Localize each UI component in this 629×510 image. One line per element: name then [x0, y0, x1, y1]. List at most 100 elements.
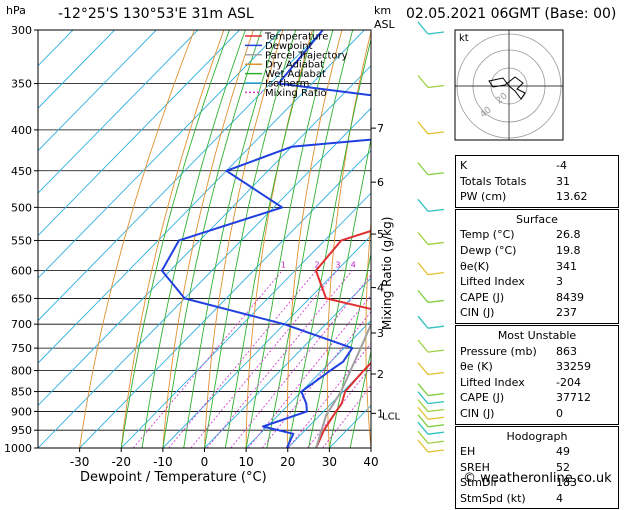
row-value: 863 [556, 344, 577, 358]
table-row: θe(K) 341 [460, 259, 614, 275]
row-label: CIN (J) [460, 306, 495, 320]
wind-barb-flag [427, 349, 445, 353]
wind-barb-flag [427, 208, 445, 212]
isotherm-line [38, 30, 199, 194]
temperature-tick-label: 30 [322, 455, 337, 469]
series-parcel-trajectory [315, 321, 371, 448]
wet-adiabat-line [204, 30, 297, 448]
wet-adiabat-line [183, 30, 279, 448]
temperature-tick-label: 20 [280, 455, 295, 469]
skewt-chart: 1 2 3 4 6 8 10 15 20 25 3003504004505005506006507… [4, 21, 564, 469]
pressure-tick-label: 550 [11, 234, 32, 247]
row-label: Dewp (°C) [460, 243, 517, 257]
isotherm-line [120, 192, 371, 448]
wind-barb [417, 75, 429, 88]
row-value: 0 [556, 406, 563, 420]
stats-panel: K -4 Totals Totals 31 PW (cm) 13.62 Surface Te… [455, 155, 619, 510]
wind-barb [417, 421, 429, 435]
pressure-tick-label: 350 [11, 78, 32, 91]
wind-barb-flag [427, 325, 445, 329]
axes: 3003504004505005506006507007508008509009… [4, 24, 401, 469]
table-row: Pressure (mb) 863 [460, 344, 614, 360]
table-row: Lifted Index -204 [460, 375, 614, 391]
isotherm-line [162, 234, 371, 448]
km-tick-label: 3 [377, 327, 384, 340]
wind-barb-flag [427, 172, 445, 176]
wind-barb [417, 414, 429, 428]
pressure-tick-label: 700 [11, 318, 32, 331]
legend-label: Isotherm [265, 79, 309, 90]
temperature-tick-label: 10 [238, 455, 253, 469]
table-row: CIN (J) 0 [460, 406, 614, 422]
pressure-tick-label: 300 [11, 24, 32, 37]
unit-asl: ASL [374, 18, 395, 31]
wind-barb [417, 121, 429, 135]
row-label: θe(K) [460, 259, 490, 273]
wind-barb-flag [427, 392, 445, 397]
table-row: CAPE (J) 8439 [460, 290, 614, 306]
pressure-tick-label: 850 [11, 386, 32, 399]
legend-label: Temperature [264, 32, 328, 43]
mixing-ratio-line [307, 365, 371, 448]
row-label: Pressure (mb) [460, 344, 537, 358]
dry-adiabat-line [79, 30, 195, 448]
isotherm-line [38, 30, 240, 237]
wind-barb [417, 21, 429, 35]
mixing-ratio-line [132, 270, 283, 448]
wet-adiabat-line [349, 349, 371, 448]
temperature-tick-label: -20 [111, 455, 131, 469]
mixing-ratio-axis-label: Mixing Ratio (g/kg) [380, 216, 394, 330]
isotherm-line [245, 319, 371, 448]
row-value: 19.8 [556, 243, 581, 257]
row-label: StmDir [460, 476, 499, 490]
dry-adiabat-line [403, 30, 430, 448]
km-tick-label: 4 [377, 282, 384, 295]
legend-label: Mixing Ratio [265, 88, 327, 99]
km-tick-label: 6 [377, 176, 384, 189]
row-value: 341 [556, 259, 577, 273]
legend-label: Wet Adiabat [265, 69, 326, 80]
unit-km: km [374, 4, 392, 17]
row-label: CAPE (J) [460, 290, 505, 304]
row-value: -204 [556, 375, 581, 389]
wind-barb-flag [427, 84, 445, 89]
table-title: Surface [516, 212, 558, 226]
wind-barb-flag [427, 408, 445, 413]
row-label: EH [460, 445, 476, 459]
wind-barb [417, 232, 429, 245]
temperature-tick-label: 0 [201, 455, 209, 469]
surface-box: Surface Temp (°C) 26.8 Dewp (°C) 19.8 θe(K) 34… [455, 208, 619, 324]
row-value: 183° [556, 476, 583, 490]
series-lines [160, 30, 371, 448]
isotherm-line [38, 30, 324, 322]
hodograph-trace [488, 76, 526, 100]
mixing-ratio-label: 4 [351, 261, 356, 270]
wet-adiabat-line [120, 30, 230, 448]
mixing-ratio-line [206, 270, 353, 448]
mixing-ratio-line [287, 342, 371, 448]
credit-text: © weatheronline.co.uk [463, 471, 612, 486]
mixing-ratio-label: 2 [315, 261, 320, 270]
indices-box: K -4 Totals Totals 31 PW (cm) 13.62 [455, 155, 619, 208]
wind-barb [417, 362, 429, 375]
pressure-tick-label: 600 [11, 265, 32, 278]
table-row: SREH 52 [460, 460, 614, 476]
wind-barb-flag [427, 131, 445, 135]
isotherm-line [38, 107, 371, 448]
table-row: Lifted Index 3 [460, 274, 614, 290]
wind-barb [417, 439, 429, 453]
temperature-tick-label: 40 [363, 455, 378, 469]
wind-barb-flag [427, 449, 445, 453]
wind-barb [417, 162, 429, 176]
wind-barb [417, 262, 429, 276]
row-value: 26.8 [556, 228, 581, 242]
wind-barb [417, 383, 429, 396]
mixing-ratio-label: 10 [400, 261, 410, 270]
wet-adiabat-line [141, 30, 246, 448]
wind-barb [417, 290, 429, 303]
wind-barb-flag [427, 431, 445, 435]
mixing-ratio-label: 6 [373, 261, 378, 270]
mixing-ratio-label: 20 [443, 261, 453, 270]
table-title: Hodograph [506, 429, 568, 443]
wind-barb-flag [427, 241, 445, 246]
